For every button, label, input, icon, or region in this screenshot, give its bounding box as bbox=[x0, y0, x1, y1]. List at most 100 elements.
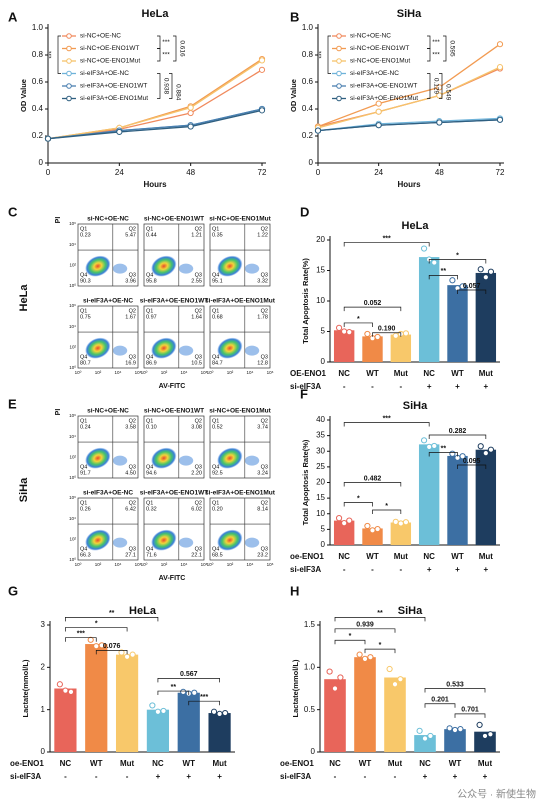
quadrant-name: Q4 bbox=[146, 546, 153, 552]
replicate-point bbox=[93, 643, 100, 650]
significance-bracket bbox=[334, 617, 426, 622]
y-tick-label: 10⁰ bbox=[69, 475, 76, 480]
cell-density bbox=[217, 529, 243, 551]
quadrant-name: Q3 bbox=[195, 464, 202, 470]
significance-bracket bbox=[343, 322, 373, 327]
plot-frame bbox=[143, 305, 205, 369]
significance-bracket bbox=[157, 35, 161, 49]
quadrant-value: 0.35 bbox=[212, 232, 223, 238]
significance-label: 0.938 bbox=[162, 78, 169, 95]
x-tick-label: 10⁰ bbox=[75, 370, 82, 375]
quadrant-value: 23.2 bbox=[257, 552, 268, 558]
replicate-point bbox=[364, 330, 371, 338]
y-axis-label: Lactate(mmol/L) bbox=[291, 659, 300, 717]
significance-bracket bbox=[427, 48, 431, 62]
chart-title: SiHa bbox=[403, 400, 428, 412]
y-tick-label: 0.2 bbox=[302, 131, 314, 140]
y-tick-label: 10² bbox=[69, 263, 76, 268]
plot-frame bbox=[209, 305, 271, 369]
significance-bracket bbox=[372, 509, 402, 514]
bar bbox=[333, 520, 355, 545]
x-tick-label: 10⁰ bbox=[207, 370, 214, 375]
significance-bracket bbox=[428, 275, 458, 280]
replicate-point bbox=[98, 642, 105, 649]
chart-title: HeLa bbox=[402, 220, 430, 232]
significance-bracket bbox=[457, 289, 487, 295]
bar bbox=[115, 654, 139, 752]
x-tick-label: NC bbox=[338, 552, 350, 561]
significance-label: * bbox=[385, 503, 388, 510]
replicate-point bbox=[459, 283, 466, 290]
quadrant-name: Q1 bbox=[80, 308, 87, 314]
panel-letter: D bbox=[300, 204, 309, 219]
replicate-point bbox=[446, 725, 453, 732]
quadrant-name: Q2 bbox=[129, 308, 136, 314]
cell-scatter bbox=[112, 263, 128, 274]
group-label: + bbox=[453, 772, 458, 781]
quadrant-name: Q1 bbox=[146, 308, 153, 314]
replicate-point bbox=[431, 259, 438, 266]
plot-frame bbox=[143, 497, 205, 561]
y-tick-label: 5 bbox=[321, 327, 326, 336]
quadrant-name: Q3 bbox=[195, 272, 202, 278]
y-tick-label: 10 bbox=[316, 296, 325, 305]
x-tick-label: WT bbox=[359, 759, 372, 768]
plot-title: si-eIF3A+OE-ENO1WT bbox=[140, 298, 208, 305]
quadrant-name: Q1 bbox=[146, 500, 153, 506]
quadrant-name: Q4 bbox=[146, 464, 153, 470]
y-axis-label: OD Value bbox=[289, 79, 298, 112]
x-tick-label: 10⁰ bbox=[75, 562, 82, 567]
y-tick-label: 0 bbox=[39, 158, 44, 167]
plot-frame bbox=[77, 415, 139, 479]
x-tick-label: WT bbox=[451, 552, 464, 561]
y-tick-label: 10⁴ bbox=[69, 434, 76, 439]
group-label: - bbox=[334, 772, 337, 781]
significance-label: *** bbox=[162, 39, 170, 46]
y-tick-label: 1.0 bbox=[32, 23, 44, 32]
quadrant-value: 1.22 bbox=[257, 232, 268, 238]
quadrant-name: Q4 bbox=[212, 464, 219, 470]
data-point bbox=[187, 104, 194, 111]
significance-bracket bbox=[457, 464, 487, 469]
plot-title: si-NC+OE-ENO1Mut bbox=[209, 408, 271, 415]
replicate-point bbox=[397, 520, 404, 527]
x-tick-label: 10⁰ bbox=[141, 370, 148, 375]
y-tick-label: 0 bbox=[321, 540, 326, 549]
replicate-point bbox=[67, 688, 75, 695]
replicate-point bbox=[420, 245, 428, 252]
quadrant-name: Q4 bbox=[146, 354, 153, 360]
replicate-point bbox=[364, 522, 371, 530]
quadrant-value: 3.24 bbox=[257, 470, 268, 476]
quadrant-value: 91.7 bbox=[80, 470, 91, 476]
quadrant-value: 3.74 bbox=[257, 424, 268, 430]
quadrant-value: 71.6 bbox=[146, 552, 157, 558]
quadrant-name: Q2 bbox=[195, 500, 202, 506]
cell-scatter bbox=[244, 345, 260, 356]
plot-frame bbox=[77, 223, 139, 287]
x-tick-label: Mut bbox=[478, 759, 493, 768]
quadrant-name: Q1 bbox=[212, 308, 219, 314]
significance-bracket bbox=[343, 422, 430, 427]
plot-frame bbox=[143, 223, 205, 287]
significance-label: 0.533 bbox=[446, 681, 464, 688]
series-line bbox=[47, 69, 263, 140]
significance-label: 0.549 bbox=[444, 84, 451, 101]
legend-label: si-eIF3A+OE-NC bbox=[80, 70, 129, 77]
replicate-point bbox=[481, 732, 489, 740]
significance-label: 0.595 bbox=[448, 40, 455, 57]
quadrant-value: 10.5 bbox=[191, 360, 202, 366]
x-axis-label: AV-FITC bbox=[159, 575, 186, 582]
quadrant-value: 5.47 bbox=[125, 232, 136, 238]
data-point bbox=[436, 119, 443, 126]
data-point bbox=[375, 108, 382, 115]
significance-bracket bbox=[157, 690, 190, 696]
x-tick-label: 72 bbox=[496, 168, 505, 177]
data-point bbox=[258, 107, 266, 114]
x-tick-label: 48 bbox=[435, 168, 444, 177]
bar bbox=[447, 285, 468, 362]
x-tick-label: 10⁴ bbox=[115, 370, 122, 375]
bar bbox=[475, 272, 497, 362]
data-point bbox=[496, 116, 504, 123]
replicate-point bbox=[416, 727, 423, 734]
